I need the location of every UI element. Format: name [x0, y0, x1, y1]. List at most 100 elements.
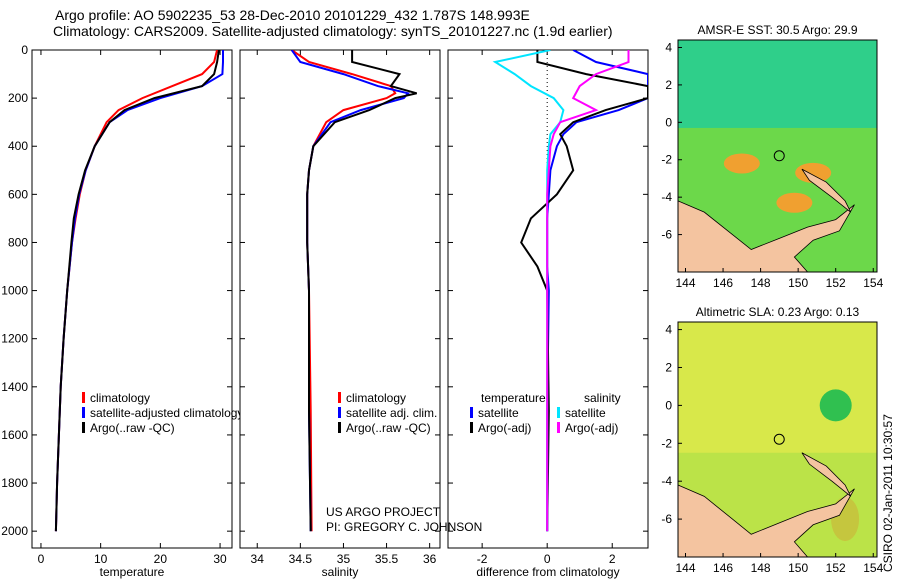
legend-swatch: [470, 422, 473, 433]
map-y-tick-label: -2: [661, 436, 672, 450]
legend-entry: satellite: [478, 406, 519, 420]
map-y-tick-label: -6: [661, 512, 672, 526]
legend-header: salinity: [584, 391, 621, 405]
sst-hotspot: [723, 153, 760, 174]
map-title: Altimetric SLA: 0.23 Argo: 0.13: [696, 305, 860, 319]
map-x-tick-label: 150: [788, 276, 808, 290]
map-x-tick-label: 144: [675, 276, 695, 290]
y-tick-label: 1800: [1, 476, 28, 490]
y-tick-label: 600: [8, 187, 28, 201]
y-tick-label: 400: [8, 139, 28, 153]
title-line-2: Climatology: CARS2009. Satellite-adjuste…: [53, 23, 613, 39]
x-tick-label: 0: [544, 552, 551, 566]
y-tick-label: 200: [8, 91, 28, 105]
y-tick-label: 2000: [1, 524, 28, 538]
legend-swatch: [470, 407, 473, 418]
map-title: AMSR-E SST: 30.5 Argo: 29.9: [697, 23, 857, 37]
x-tick-label: 0: [38, 552, 45, 566]
y-tick-label: 1200: [1, 332, 28, 346]
x-tick-label: 36: [423, 552, 437, 566]
map-box: [677, 321, 878, 558]
x-tick-label: 35: [337, 552, 351, 566]
x-tick-label: 34.5: [289, 552, 313, 566]
sla-low: [819, 389, 852, 422]
legend-swatch: [338, 392, 341, 403]
legend-swatch: [82, 392, 85, 403]
legend-entry: Argo(-adj): [478, 421, 531, 435]
map-y-tick-label: 0: [665, 115, 672, 129]
map-y-tick-label: -6: [661, 228, 672, 242]
axes-box-1: [239, 49, 441, 549]
map-x-tick-label: 152: [826, 561, 846, 575]
sst-hotspot: [795, 162, 832, 183]
land-new-ireland: [801, 452, 852, 497]
x-tick-label: 34: [251, 552, 265, 566]
legend-entry: Argo(-adj): [565, 421, 618, 435]
y-tick-label: 1000: [1, 284, 28, 298]
x-tick-label: 35.5: [375, 552, 399, 566]
legend-entry: satellite: [565, 406, 606, 420]
x-tick-label: -2: [477, 552, 488, 566]
map-x-tick-label: 154: [863, 276, 883, 290]
legend-swatch: [338, 422, 341, 433]
legend-entry: Argo(..raw -QC): [90, 421, 175, 435]
map-x-tick-label: 148: [751, 276, 771, 290]
y-tick-label: 800: [8, 235, 28, 249]
y-tick-label: 1400: [1, 380, 28, 394]
x-tick-label: 30: [213, 552, 227, 566]
series-line-argo-raw-qc-: [306, 50, 417, 532]
y-tick-label: 0: [21, 43, 28, 57]
legend-entry: climatology: [90, 391, 150, 405]
x-axis-label: salinity: [322, 565, 359, 579]
map-x-tick-label: 146: [713, 276, 733, 290]
series-line-temperature-argo-adj-: [520, 50, 648, 532]
map-x-tick-label: 146: [713, 561, 733, 575]
map-4: [677, 321, 878, 558]
map-x-tick-label: 148: [751, 561, 771, 575]
map-x-tick-label: 150: [788, 561, 808, 575]
axes-box-0: [31, 49, 233, 549]
credit-line-1: US ARGO PROJECT: [326, 505, 441, 519]
x-tick-label: 10: [94, 552, 108, 566]
legend-entry: climatology: [346, 391, 406, 405]
map-3: [677, 39, 878, 273]
side-stamp: CSIRO 02-Jan-2011 10:30:57: [881, 414, 895, 572]
map-y-tick-label: 0: [665, 398, 672, 412]
legend-entry: Argo(..raw -QC): [346, 421, 431, 435]
legend-swatch: [557, 422, 560, 433]
map-y-tick-label: 2: [665, 360, 672, 374]
land-new-guinea: [677, 200, 855, 273]
land-new-ireland: [801, 168, 852, 213]
y-tick-label: 1600: [1, 428, 28, 442]
map-y-tick-label: 2: [665, 78, 672, 92]
series-line-salinity-argo-adj-: [546, 50, 630, 532]
map-box: [677, 39, 878, 273]
map-x-tick-label: 152: [826, 276, 846, 290]
map-y-tick-label: 4: [665, 323, 672, 337]
map-x-tick-label: 144: [675, 561, 695, 575]
x-axis-label: temperature: [100, 565, 165, 579]
x-tick-label: 2: [609, 552, 616, 566]
legend-swatch: [557, 407, 560, 418]
map-y-tick-label: -2: [661, 153, 672, 167]
map-y-tick-label: 4: [665, 40, 672, 54]
land-new-guinea: [677, 484, 855, 558]
argo-location-marker: [773, 150, 785, 162]
legend-swatch: [338, 407, 341, 418]
legend-entry: satellite adj. clim.: [346, 406, 437, 420]
legend-header: temperature: [481, 391, 546, 405]
x-tick-label: 20: [154, 552, 168, 566]
credit-line-2: PI: GREGORY C. JOHNSON: [326, 520, 483, 534]
legend-swatch: [82, 407, 85, 418]
map-y-tick-label: -4: [661, 190, 672, 204]
series-line-argo-raw-qc-: [54, 50, 220, 532]
sst-hotspot: [776, 192, 813, 213]
map-y-tick-label: -4: [661, 474, 672, 488]
x-axis-label: difference from climatology: [476, 565, 619, 579]
argo-location-marker: [773, 433, 785, 445]
title-line-1: Argo profile: AO 5902235_53 28-Dec-2010 …: [55, 7, 530, 23]
legend-entry: satellite-adjusted climatology: [90, 406, 243, 420]
map-x-tick-label: 154: [863, 561, 883, 575]
